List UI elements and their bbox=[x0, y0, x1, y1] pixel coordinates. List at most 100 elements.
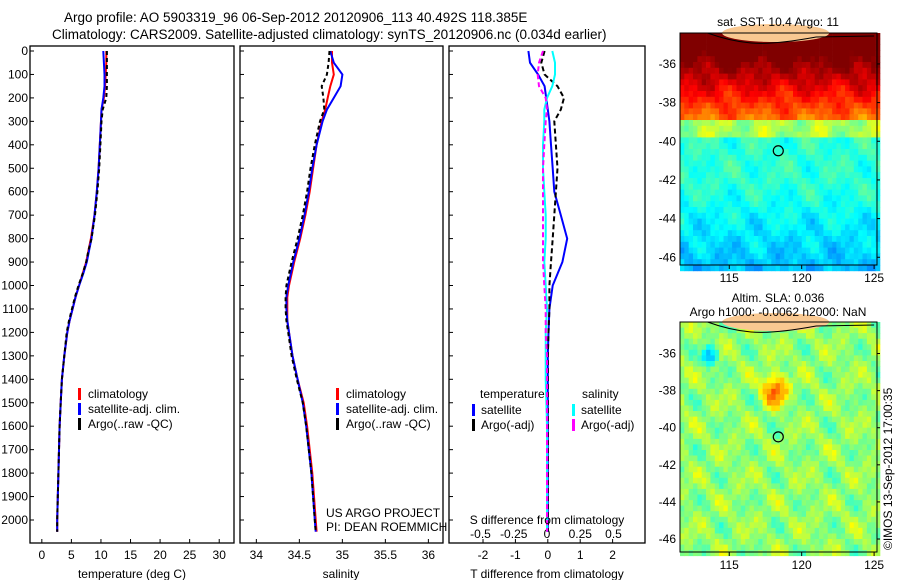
map-cell bbox=[866, 102, 872, 109]
map-cell bbox=[845, 483, 850, 490]
map-cell bbox=[697, 388, 703, 395]
map-cell bbox=[858, 544, 863, 551]
map-cell bbox=[766, 477, 772, 484]
map-cell bbox=[723, 44, 729, 51]
map-cell bbox=[866, 394, 872, 401]
map-cell bbox=[814, 131, 820, 138]
map-cell bbox=[810, 149, 816, 156]
map-cell bbox=[753, 377, 759, 384]
map-cell bbox=[832, 416, 837, 423]
map-cell bbox=[788, 539, 794, 545]
map-cell bbox=[793, 160, 798, 167]
map-cell bbox=[793, 349, 798, 356]
map-cell bbox=[693, 383, 698, 390]
map-cell bbox=[680, 466, 685, 473]
map-cell bbox=[732, 550, 737, 557]
map-cell bbox=[719, 377, 724, 384]
map-cell bbox=[701, 265, 707, 272]
map-cell bbox=[862, 259, 868, 266]
map-cell bbox=[766, 120, 772, 127]
map-cell bbox=[793, 511, 798, 518]
map-cell bbox=[732, 527, 737, 534]
map-cell bbox=[827, 433, 833, 440]
map-cell bbox=[740, 333, 746, 340]
map-cell bbox=[779, 154, 785, 161]
map-cell bbox=[823, 516, 829, 523]
map-cell bbox=[840, 483, 846, 490]
map-cell bbox=[740, 108, 746, 115]
map-cell bbox=[779, 236, 785, 243]
map-cell bbox=[875, 349, 881, 356]
map-cell bbox=[758, 477, 763, 484]
map-cell bbox=[797, 399, 802, 406]
map-cell bbox=[693, 461, 698, 468]
map-cell bbox=[866, 416, 872, 423]
map-cell bbox=[758, 212, 763, 219]
map-cell bbox=[784, 427, 789, 434]
map-cell bbox=[762, 377, 768, 384]
map-cell bbox=[740, 494, 746, 501]
map-cell bbox=[823, 247, 829, 254]
map-cell bbox=[819, 527, 824, 534]
map-cell bbox=[862, 166, 868, 173]
map-cell bbox=[732, 377, 737, 384]
map-cell bbox=[697, 433, 703, 440]
map-cell bbox=[793, 438, 798, 445]
map-cell bbox=[819, 505, 824, 512]
map-cell bbox=[762, 394, 768, 401]
map-cell bbox=[710, 102, 716, 109]
map-cell bbox=[836, 433, 842, 440]
map-cell bbox=[775, 494, 781, 501]
map-cell bbox=[701, 79, 707, 86]
map-cell bbox=[706, 67, 711, 74]
map-cell bbox=[862, 500, 868, 507]
map-cell bbox=[693, 433, 698, 440]
map-cell bbox=[701, 149, 707, 156]
map-cell bbox=[819, 114, 824, 121]
map-cell bbox=[753, 344, 759, 351]
map-cell bbox=[832, 511, 837, 518]
map-cell bbox=[875, 477, 881, 484]
map-cell bbox=[827, 172, 833, 179]
map-cell bbox=[836, 218, 842, 225]
map-cell bbox=[840, 550, 846, 557]
map-cell bbox=[758, 416, 763, 423]
map-cell bbox=[845, 366, 850, 373]
map-cell bbox=[710, 344, 716, 351]
map-cell bbox=[706, 96, 711, 103]
map-cell bbox=[701, 236, 707, 243]
map-cell bbox=[732, 355, 737, 362]
map-cell bbox=[714, 333, 720, 340]
map-cell bbox=[810, 477, 816, 484]
map-cell bbox=[814, 137, 820, 144]
map-cell bbox=[745, 253, 750, 260]
map-cell bbox=[766, 183, 772, 190]
map-cell bbox=[688, 195, 694, 202]
map-cell bbox=[710, 355, 716, 362]
map-cell bbox=[797, 483, 802, 490]
map-cell bbox=[753, 450, 759, 456]
map-cell bbox=[719, 172, 724, 179]
map-cell bbox=[871, 149, 876, 156]
map-cell bbox=[793, 516, 798, 523]
map-cell bbox=[823, 38, 829, 45]
map-cell bbox=[723, 120, 729, 127]
map-cell bbox=[840, 96, 846, 103]
map-cell bbox=[797, 511, 802, 518]
map-cell bbox=[771, 166, 776, 173]
map-cell bbox=[832, 253, 837, 260]
map-cell bbox=[693, 327, 698, 334]
map-cell bbox=[827, 120, 833, 127]
map-cell bbox=[693, 50, 698, 57]
map-cell bbox=[862, 405, 868, 412]
map-cell bbox=[836, 488, 842, 495]
map-cell bbox=[727, 108, 733, 115]
map-cell bbox=[849, 189, 855, 196]
map-cell bbox=[771, 224, 776, 231]
map-cell bbox=[706, 85, 711, 92]
map-cell bbox=[693, 488, 698, 495]
map-cell bbox=[836, 377, 842, 384]
map-cell bbox=[849, 500, 855, 507]
map-cell bbox=[814, 120, 820, 127]
map-cell bbox=[740, 383, 746, 390]
